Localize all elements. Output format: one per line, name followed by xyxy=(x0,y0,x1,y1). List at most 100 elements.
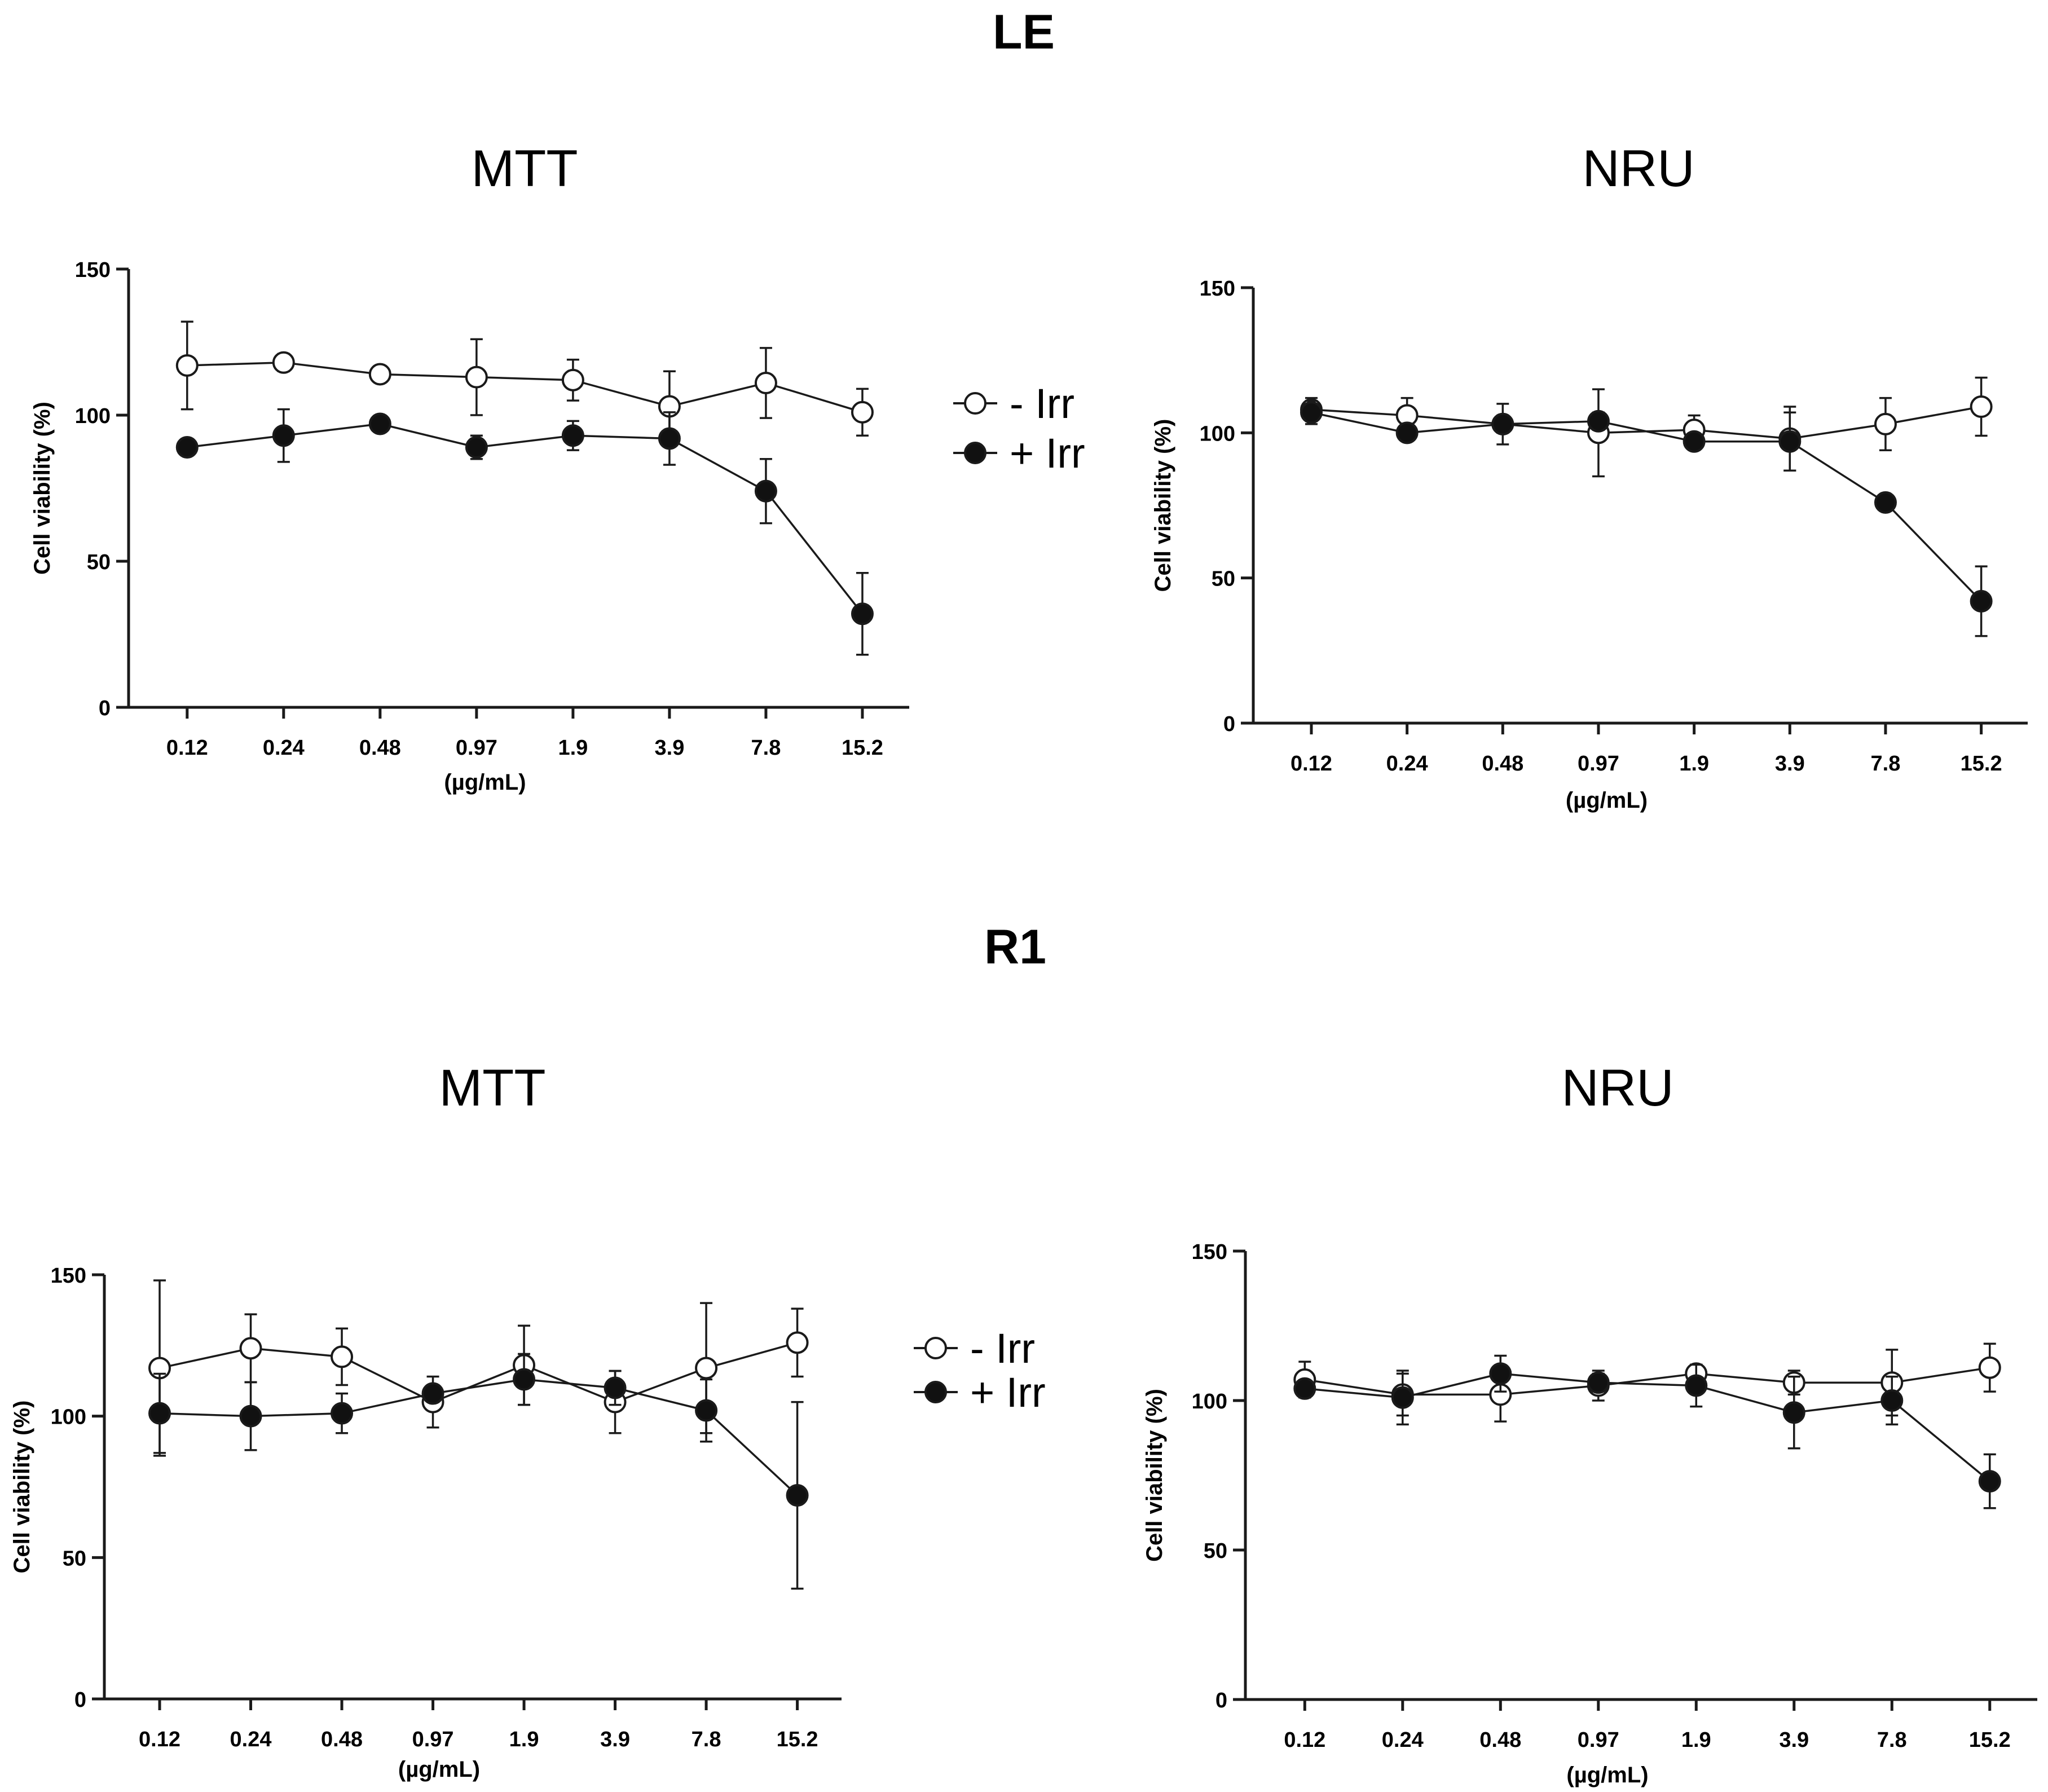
series-line xyxy=(187,362,863,413)
series-line xyxy=(159,1378,798,1496)
x-tick-label: 3.9 xyxy=(600,1728,630,1751)
x-tick-label: 0.12 xyxy=(139,1728,180,1751)
x-tick-label: 15.2 xyxy=(777,1728,818,1751)
x-tick-label: 0.12 xyxy=(166,736,208,760)
x-tick-label: 0.12 xyxy=(1291,752,1332,776)
series-line xyxy=(159,1341,798,1403)
y-tick-label: 150 xyxy=(51,1264,86,1288)
x-tick-label: 15.2 xyxy=(842,736,883,760)
point-open xyxy=(175,354,199,377)
panel-title: MTT xyxy=(471,140,578,197)
section-title-le: LE xyxy=(993,5,1055,59)
legend-label: + Irr xyxy=(1010,430,1085,477)
x-axis-label: (µg/mL) xyxy=(1566,788,1648,813)
section-title-r1: R1 xyxy=(984,920,1046,974)
point-open xyxy=(754,372,777,395)
x-tick-label: 7.8 xyxy=(692,1728,721,1751)
legend-marker xyxy=(964,392,986,415)
legend-label: - Irr xyxy=(970,1325,1035,1372)
point-filled xyxy=(851,602,874,626)
point-filled xyxy=(1782,1401,1805,1424)
x-tick-label: 1.9 xyxy=(509,1728,539,1751)
point-open xyxy=(465,366,488,389)
x-tick-label: 0.97 xyxy=(456,736,497,760)
point-open xyxy=(695,1357,718,1380)
legend-marker xyxy=(924,1337,947,1359)
x-tick-label: 0.48 xyxy=(321,1728,363,1751)
legend-item-plus-irr: + Irr xyxy=(914,1369,1046,1416)
point-open xyxy=(1978,1356,2001,1379)
y-tick-label: 50 xyxy=(87,551,111,574)
y-axis-label: Cell viability (%) xyxy=(10,1401,34,1574)
x-tick-label: 0.48 xyxy=(1479,1728,1521,1752)
x-tick-label: 0.97 xyxy=(412,1728,454,1751)
x-axis-label: (µg/mL) xyxy=(398,1757,480,1782)
series-plus-irr xyxy=(148,1353,809,1590)
legend-top: - Irr+ Irr xyxy=(953,380,1085,477)
x-tick-label: 0.97 xyxy=(1578,752,1619,776)
series-plus-irr xyxy=(1300,399,1993,637)
x-tick-label: 0.48 xyxy=(1482,752,1523,776)
point-filled xyxy=(1391,1386,1414,1409)
point-filled xyxy=(561,424,584,447)
point-open xyxy=(272,351,295,374)
x-axis-label: (µg/mL) xyxy=(444,770,526,795)
y-tick-label: 50 xyxy=(1212,567,1235,591)
chart-le-nru: NRU 0 50 100 150 0.12 0.24 0.48 0.97 1.9 3.9 7.8 15.… xyxy=(1151,140,2028,813)
point-open xyxy=(561,368,584,391)
x-tick-label: 1.9 xyxy=(1681,1728,1711,1752)
point-open xyxy=(1970,395,1993,419)
chart-r1-nru: NRU 0 50 100 150 0.12 0.24 0.48 0.97 1.9 3.9 7.8 15.… xyxy=(1142,1059,2037,1787)
panel-title: NRU xyxy=(1582,140,1694,197)
point-filled xyxy=(331,1402,354,1425)
x-tick-label: 0.12 xyxy=(1284,1728,1325,1752)
x-tick-label: 3.9 xyxy=(1779,1728,1809,1752)
x-tick-label: 1.9 xyxy=(558,736,588,760)
point-filled xyxy=(1685,1374,1708,1397)
point-filled xyxy=(1970,589,1993,613)
point-filled xyxy=(148,1402,171,1425)
y-tick-label: 150 xyxy=(1200,277,1235,301)
y-tick-label: 50 xyxy=(1204,1539,1227,1563)
y-axis-label: Cell viability (%) xyxy=(1142,1389,1167,1562)
y-tick-label: 50 xyxy=(63,1547,86,1570)
point-filled xyxy=(513,1368,536,1391)
point-filled xyxy=(368,412,391,435)
y-tick-label: 150 xyxy=(75,258,111,282)
x-tick-label: 0.97 xyxy=(1578,1728,1619,1752)
y-tick-label: 100 xyxy=(75,404,111,428)
point-filled xyxy=(1300,401,1323,424)
y-tick-label: 100 xyxy=(51,1406,86,1429)
series-plus-irr xyxy=(1293,1354,2001,1509)
point-filled xyxy=(272,424,295,447)
point-filled xyxy=(1587,1371,1610,1394)
x-tick-label: 0.24 xyxy=(230,1728,272,1751)
point-open xyxy=(331,1345,354,1368)
point-filled xyxy=(421,1382,444,1405)
series-line xyxy=(1311,411,1982,602)
series-line xyxy=(187,422,864,615)
x-tick-label: 0.24 xyxy=(1386,752,1428,776)
point-filled xyxy=(465,435,488,459)
panel-title: NRU xyxy=(1561,1059,1673,1117)
legend-item-minus-irr: - Irr xyxy=(953,380,1074,427)
panel-title: MTT xyxy=(439,1059,545,1117)
point-filled xyxy=(1880,1389,1904,1412)
point-filled xyxy=(1489,1362,1512,1385)
legend-marker xyxy=(924,1381,947,1403)
y-axis-label: Cell viability (%) xyxy=(1151,419,1175,592)
legend-bottom: - Irr+ Irr xyxy=(914,1325,1046,1416)
x-tick-label: 7.8 xyxy=(1871,752,1901,776)
y-tick-label: 0 xyxy=(1215,1689,1227,1712)
point-filled xyxy=(786,1484,809,1507)
x-tick-label: 0.48 xyxy=(359,736,401,760)
series-minus-irr xyxy=(148,1279,809,1457)
series-minus-irr xyxy=(175,320,874,443)
legend-item-minus-irr: - Irr xyxy=(914,1325,1035,1372)
y-tick-label: 0 xyxy=(99,697,111,720)
point-filled xyxy=(175,435,199,459)
point-open xyxy=(851,400,874,424)
point-filled xyxy=(239,1404,262,1428)
chart-r1-mtt: MTT 0 50 100 150 0.12 0.24 0.48 0.97 1.9 3.9 7.8 15.… xyxy=(10,1059,842,1782)
